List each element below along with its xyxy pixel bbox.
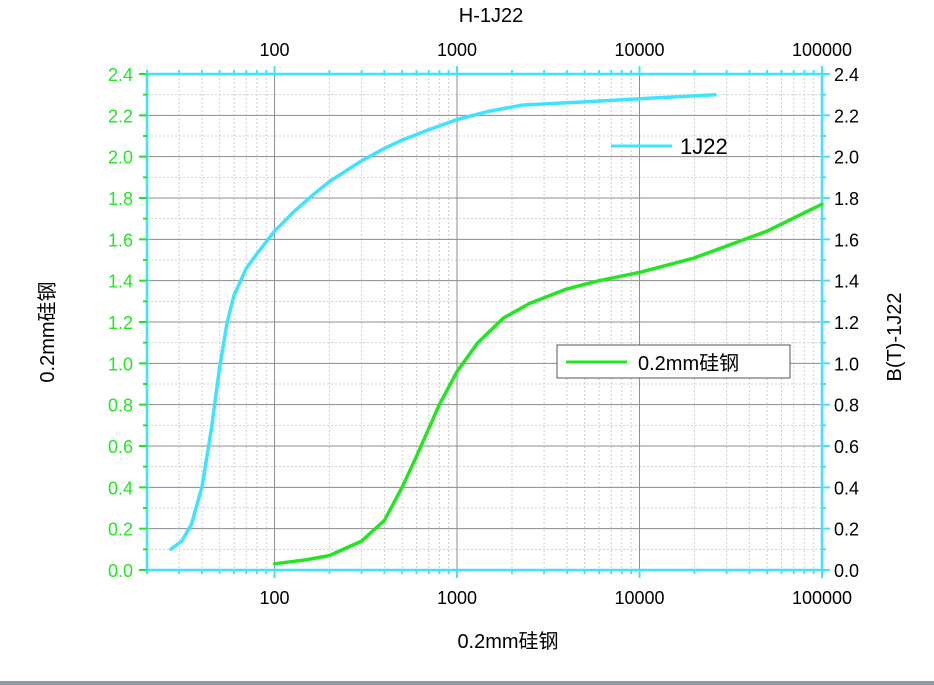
- y-left-tick-label: 0.6: [108, 437, 133, 457]
- y-left-tick-label: 2.2: [108, 106, 133, 126]
- y-right-tick-label: 1.4: [834, 272, 859, 292]
- x-bottom-tick-label: 10000: [614, 588, 664, 608]
- y-left-tick-label: 1.8: [108, 189, 133, 209]
- y-right-tick-label: 1.6: [834, 230, 859, 250]
- y-left-tick-label: 0.0: [108, 561, 133, 581]
- y-right-tick-label: 0.2: [834, 520, 859, 540]
- y-right-tick-label: 1.2: [834, 313, 859, 333]
- chart-title: H-1J22: [459, 5, 523, 27]
- series-line-1: [272, 202, 824, 566]
- y-right-tick-label: 0.8: [834, 396, 859, 416]
- x-bottom-tick-label: 1000: [437, 588, 477, 608]
- y-left-tick-label: 2.4: [108, 65, 133, 85]
- y-right-tick-label: 2.0: [834, 148, 859, 168]
- y-left-tick-label: 0.2: [108, 520, 133, 540]
- bottom-divider: [0, 681, 934, 685]
- y-left-tick-label: 1.2: [108, 313, 133, 333]
- axis-ticks: [139, 66, 830, 578]
- axis-tick-labels: 0.0 0.0 0.2 0.2 0.4 0.4 0.6 0.6 0.8 0.8 1.0 1.0 1.2 1…: [108, 40, 859, 608]
- y-right-tick-label: 0.6: [834, 437, 859, 457]
- y-left-tick-label: 2.0: [108, 148, 133, 168]
- x-top-tick-label: 10000: [614, 40, 664, 60]
- y-axis-label-left: 0.2mm硅钢: [36, 281, 59, 382]
- y-right-tick-label: 0.4: [834, 478, 859, 498]
- y-right-tick-label: 2.2: [834, 106, 859, 126]
- y-right-tick-label: 0.0: [834, 561, 859, 581]
- y-left-tick-label: 0.4: [108, 478, 133, 498]
- legend-silicon-steel-label: 0.2mm硅钢: [638, 352, 739, 375]
- series-line-0: [169, 92, 717, 552]
- y-left-tick-label: 1.6: [108, 230, 133, 250]
- y-left-tick-label: 1.4: [108, 272, 133, 292]
- x-bottom-tick-label: 100: [260, 588, 290, 608]
- legend-silicon-steel: 0.2mm硅钢: [556, 344, 791, 379]
- x-top-tick-label: 100000: [792, 40, 852, 60]
- x-axis-label: 0.2mm硅钢: [457, 630, 558, 653]
- y-right-tick-label: 2.4: [834, 65, 859, 85]
- x-bottom-tick-label: 100000: [792, 588, 852, 608]
- y-left-tick-label: 0.8: [108, 396, 133, 416]
- y-axis-label-right: B(T)-1J22: [884, 293, 906, 382]
- x-top-tick-label: 1000: [437, 40, 477, 60]
- x-top-tick-label: 100: [260, 40, 290, 60]
- y-right-tick-label: 1.0: [834, 354, 859, 374]
- legend-1j22-label: 1J22: [680, 134, 728, 159]
- y-left-tick-label: 1.0: [108, 354, 133, 374]
- series-layer: [169, 92, 824, 566]
- y-right-tick-label: 1.8: [834, 189, 859, 209]
- legend-1j22: 1J22: [611, 134, 728, 159]
